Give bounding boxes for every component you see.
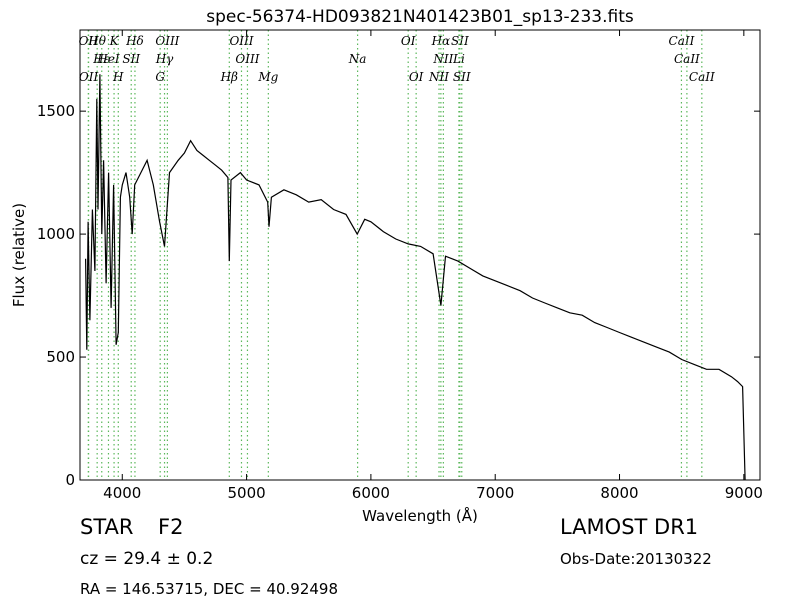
spectral-line-label: K: [109, 34, 120, 48]
spectral-line-label: SII: [453, 70, 471, 84]
spectral-line-label: HeI: [96, 52, 120, 66]
spectral-line-label: OIII: [229, 34, 253, 48]
spectral-line-label: OIII: [155, 34, 179, 48]
spectral-line-label: Mg: [257, 70, 278, 84]
spectral-line-label: OI: [409, 70, 424, 84]
plot-frame: [79, 29, 761, 481]
x-tick-label: 8000: [600, 484, 638, 502]
x-tick-label: 6000: [352, 484, 390, 502]
coordinates: RA = 146.53715, DEC = 40.92498: [80, 580, 338, 598]
spectral-line-label: Hα: [431, 34, 451, 48]
spectral-line-label: CaII: [674, 52, 700, 66]
spectral-line-label: G: [155, 70, 165, 84]
y-tick-label: 1500: [37, 102, 75, 120]
x-tick-label: 7000: [476, 484, 514, 502]
x-tick-label: 4000: [103, 484, 141, 502]
spectral-line-label: H: [112, 70, 124, 84]
obs-date: Obs-Date:20130322: [560, 550, 712, 568]
y-tick-label: 1000: [37, 225, 75, 243]
x-tick-label: 9000: [725, 484, 763, 502]
y-axis-label: Flux (relative): [10, 203, 28, 307]
spectral-line-label: NII: [432, 52, 453, 66]
spectral-line-label: SII: [122, 52, 140, 66]
y-tick-label: 500: [46, 348, 75, 366]
spectral-line-label: OI: [401, 34, 416, 48]
spectral-line-label: OIII: [235, 52, 259, 66]
spectral-line-label: Hε: [92, 52, 110, 66]
spectral-line-label: SII: [451, 34, 469, 48]
spectral-line-label: OII: [79, 34, 99, 48]
object-subclass: F2: [158, 515, 183, 539]
spectral-line-label: Na: [348, 52, 367, 66]
spectral-line-label: NII: [428, 70, 449, 84]
chart-title: spec-56374-HD093821N401423B01_sp13-233.f…: [206, 7, 634, 27]
x-tick-label: 5000: [227, 484, 265, 502]
redshift: cz = 29.4 ± 0.2: [80, 549, 213, 569]
x-axis-label: Wavelength (Å): [362, 506, 478, 525]
object-class: STAR: [80, 515, 133, 539]
spectral-line-label: Li: [452, 52, 465, 66]
spectral-line-label: CaII: [689, 70, 715, 84]
spectral-line-label: Hβ: [220, 70, 238, 84]
spectral-line-label: CaII: [669, 34, 695, 48]
spectral-line-label: Hδ: [125, 34, 144, 48]
spectral-line-label: Hγ: [155, 52, 174, 66]
y-tick-label: 0: [65, 471, 75, 489]
data-release: LAMOST DR1: [560, 515, 698, 539]
spectral-line-label: OII: [79, 70, 99, 84]
spectrum-line: [85, 74, 746, 481]
